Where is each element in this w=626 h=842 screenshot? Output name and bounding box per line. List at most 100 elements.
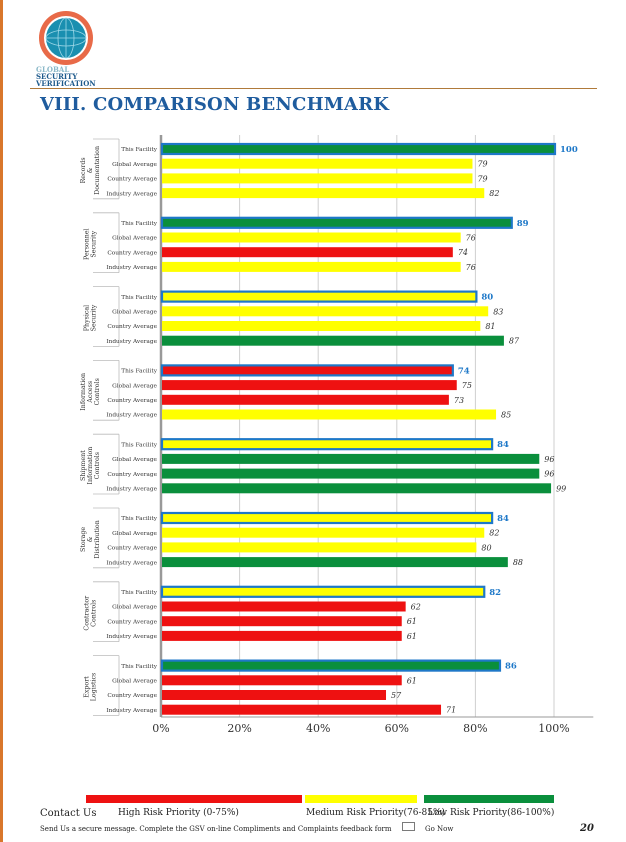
bar-value-label: 74 [458,366,470,376]
bar-value-label: 100 [560,145,578,155]
average-bar [162,616,402,627]
bar-value-label: 80 [481,543,491,552]
bar-value-label: 57 [391,691,402,700]
bar-category-label: Industry Average [106,265,157,271]
bar-category-label: This Facility [121,664,157,670]
bar-category-label: Industry Average [106,708,157,714]
bar-category-label: Global Average [112,531,157,537]
legend-label-low: Low Risk Priority(86-100%) [428,808,555,818]
envelope-icon[interactable] [402,822,415,831]
bar-value-label: 82 [489,529,499,538]
average-bar [162,158,473,169]
legend-swatch-medium [305,795,417,803]
gsv-logo: GLOBAL SECURITY VERIFICATION [36,11,96,88]
x-tick-label: 80% [463,722,487,735]
benchmark-chart: 0% 20% 40% 60% 80% 100%Records & Documentation T… [80,135,594,735]
bar-value-label: 62 [411,603,421,612]
bar-value-label: 82 [489,588,501,598]
bar-category-label: Country Average [107,472,157,478]
group-label: Storage [80,527,87,552]
bar-category-label: Country Average [107,546,157,552]
bar-category-label: This Facility [121,442,157,448]
logo-line-3: VERIFICATION [36,79,96,88]
group-label: Shipment [80,450,87,481]
average-bar [162,232,461,243]
bar-category-label: This Facility [121,516,157,522]
bar-category-label: Country Average [107,324,157,330]
bar-value-label: 84 [497,514,509,524]
bar-category-label: This Facility [121,369,157,375]
bar-category-label: Global Average [112,236,157,242]
bar-value-label: 61 [407,617,417,626]
header-divider [30,88,597,89]
average-bar [162,173,473,184]
bar-category-label: Country Average [107,250,157,256]
bar-value-label: 83 [493,307,503,316]
page-number: 20 [580,823,594,834]
legend-swatch-low [424,795,554,803]
legend-label-medium: Medium Risk Priority(76-85%) [306,808,446,818]
average-bar [162,335,504,346]
group-label: Contractor [84,595,91,631]
bar-value-label: 87 [509,337,520,346]
bar-value-label: 81 [485,322,495,331]
bar-value-label: 89 [517,219,529,229]
bar-category-label: Industry Average [106,339,157,345]
group-label: Security [91,304,98,331]
bar-value-label: 88 [513,558,523,567]
average-bar [162,261,461,272]
group-label: Controls [91,600,98,627]
bar-category-label: Industry Average [106,634,157,640]
group-label: Logistics [91,673,98,702]
bar-value-label: 74 [458,248,468,257]
bar-category-label: Global Average [112,457,157,463]
bar-value-label: 96 [544,470,554,479]
bar-value-label: 61 [407,632,417,641]
bar-category-label: This Facility [121,295,157,301]
bar-category-label: Country Average [107,177,157,183]
group-label: Physical [84,305,91,331]
footer-message: Send Us a secure message. Complete the G… [40,825,392,833]
bar-value-label: 79 [477,160,487,169]
average-bar [162,409,497,420]
bar-value-label: 99 [556,484,566,493]
bar-value-label: 76 [466,234,476,243]
average-bar [162,306,489,317]
bar-value-label: 96 [544,455,554,464]
group-label: Controls [94,452,101,479]
facility-bar [160,364,454,377]
facility-bar [160,216,513,229]
average-bar [162,188,485,199]
left-margin-rule [0,0,3,842]
bar-category-label: Industry Average [106,487,157,493]
bar-category-label: This Facility [121,221,157,227]
x-tick-label: 60% [385,722,409,735]
go-now-link[interactable]: Go Now [425,825,454,833]
group-label: Records [80,157,87,183]
average-bar [162,453,540,464]
average-bar [162,557,508,568]
x-tick-label: 40% [306,722,330,735]
average-bar [162,601,406,612]
x-tick-label: 0% [152,722,169,735]
bar-value-label: 76 [466,263,476,272]
facility-bar [160,659,502,672]
facility-bar [160,290,478,303]
bar-category-label: Global Average [112,679,157,685]
group-label: Export [84,676,91,698]
contact-us-link[interactable]: Contact Us [40,808,97,819]
group-label: Controls [94,378,101,405]
group-label: & [87,536,94,542]
group-label: & [87,167,94,173]
x-tick-label: 100% [538,722,569,735]
average-bar [162,675,402,686]
bar-category-label: Industry Average [106,560,157,566]
average-bar [162,321,481,331]
bar-value-label: 85 [501,411,511,420]
facility-bar [160,438,494,451]
average-bar [162,542,477,553]
facility-bar [160,511,494,525]
group-label: Personnel [84,228,91,260]
bar-category-label: Global Average [112,383,157,389]
average-bar [162,394,449,405]
